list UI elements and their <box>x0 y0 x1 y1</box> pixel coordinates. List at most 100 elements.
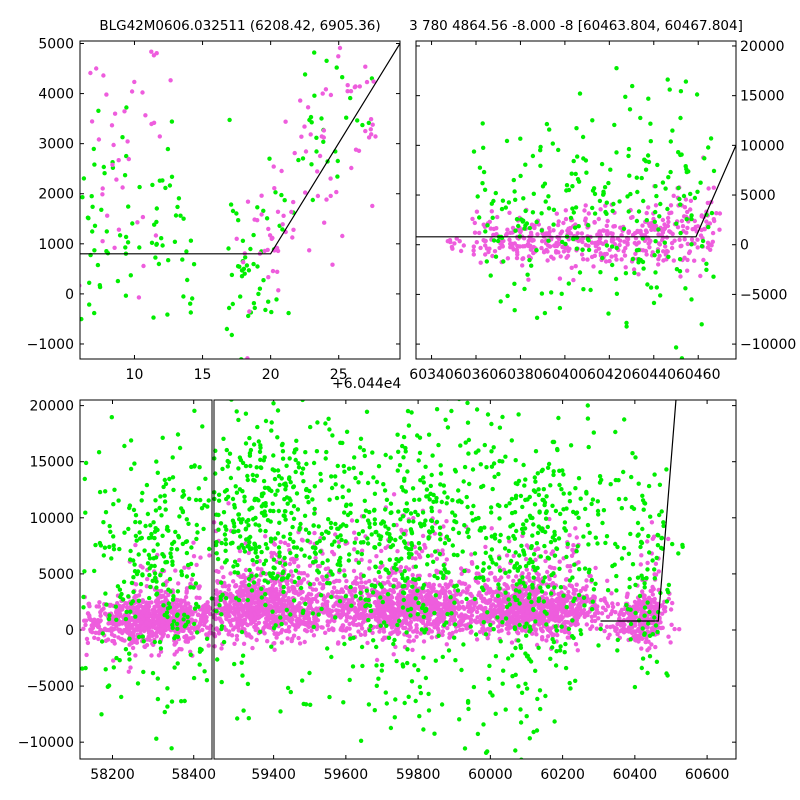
data-point <box>483 544 488 550</box>
data-point <box>581 257 586 262</box>
data-point <box>559 291 564 296</box>
data-point <box>86 216 91 221</box>
data-point <box>480 181 485 186</box>
data-point <box>469 552 474 557</box>
data-point <box>150 614 155 619</box>
data-point <box>214 627 219 632</box>
data-point <box>471 248 476 253</box>
data-point <box>657 214 662 219</box>
y-tick-label: 15000 <box>740 89 785 105</box>
data-point <box>538 610 543 616</box>
data-point <box>413 556 418 561</box>
data-point <box>483 229 488 234</box>
data-point <box>226 246 231 251</box>
data-point <box>336 608 341 613</box>
data-point <box>711 185 716 190</box>
data-point <box>256 610 261 616</box>
data-point <box>411 629 416 634</box>
data-point <box>586 223 591 228</box>
data-point <box>337 578 342 584</box>
data-point <box>320 574 325 580</box>
data-point <box>341 598 346 603</box>
data-point <box>474 240 479 245</box>
data-point <box>429 605 435 610</box>
data-point <box>274 631 279 636</box>
data-point <box>226 305 232 311</box>
data-point <box>299 134 304 139</box>
data-point <box>110 162 115 167</box>
data-point <box>655 162 660 168</box>
data-point <box>427 573 432 578</box>
data-point <box>636 209 642 214</box>
data-point <box>189 625 194 630</box>
data-point <box>194 562 199 568</box>
data-point <box>666 254 671 259</box>
data-point <box>347 633 353 638</box>
data-point <box>667 87 672 92</box>
data-point <box>140 214 146 220</box>
data-point <box>440 548 445 553</box>
data-point <box>370 203 375 209</box>
data-point <box>387 616 393 622</box>
data-point <box>86 601 92 606</box>
data-point <box>414 634 419 639</box>
data-point <box>702 227 707 232</box>
data-point <box>206 605 212 610</box>
data-point <box>259 567 264 572</box>
data-point <box>714 211 719 216</box>
data-point <box>297 601 302 606</box>
data-point <box>623 265 628 270</box>
data-point <box>584 584 589 589</box>
data-point <box>231 617 236 622</box>
data-point <box>592 219 597 225</box>
data-point <box>437 583 442 588</box>
data-point <box>491 232 496 238</box>
data-point <box>524 221 530 226</box>
data-point <box>230 301 235 307</box>
data-point <box>689 242 694 247</box>
data-point <box>397 630 402 635</box>
data-point <box>265 624 270 629</box>
data-point <box>237 548 243 554</box>
data-point <box>555 222 561 228</box>
data-point <box>303 149 309 154</box>
data-point <box>127 642 132 647</box>
data-point <box>98 363 102 367</box>
data-point <box>677 196 682 202</box>
data-point <box>320 625 325 630</box>
data-point <box>504 553 510 558</box>
data-point <box>280 627 285 633</box>
data-point <box>304 629 310 634</box>
data-point <box>447 590 453 595</box>
data-point <box>274 591 279 596</box>
data-point <box>111 142 116 148</box>
data-point <box>374 616 379 621</box>
data-point <box>491 238 497 243</box>
data-point <box>135 220 140 225</box>
data-point <box>576 224 581 229</box>
data-point <box>161 625 166 630</box>
data-point <box>520 263 525 268</box>
data-point <box>315 577 320 582</box>
data-point <box>320 602 325 607</box>
data-point <box>230 593 235 599</box>
data-point <box>699 244 705 249</box>
data-point <box>600 241 606 246</box>
data-point <box>408 625 413 630</box>
data-point <box>631 267 637 272</box>
data-point <box>441 601 447 607</box>
data-point <box>312 93 317 98</box>
data-point <box>277 591 283 596</box>
data-point <box>154 51 159 56</box>
data-point <box>130 221 135 226</box>
data-point <box>710 239 715 244</box>
data-point <box>622 239 627 244</box>
data-point <box>548 244 553 249</box>
data-point <box>590 624 595 629</box>
data-point <box>245 622 250 628</box>
data-point <box>600 228 606 233</box>
data-point <box>160 619 165 624</box>
data-point <box>523 208 528 214</box>
data-point <box>619 257 624 262</box>
data-point <box>689 213 694 218</box>
